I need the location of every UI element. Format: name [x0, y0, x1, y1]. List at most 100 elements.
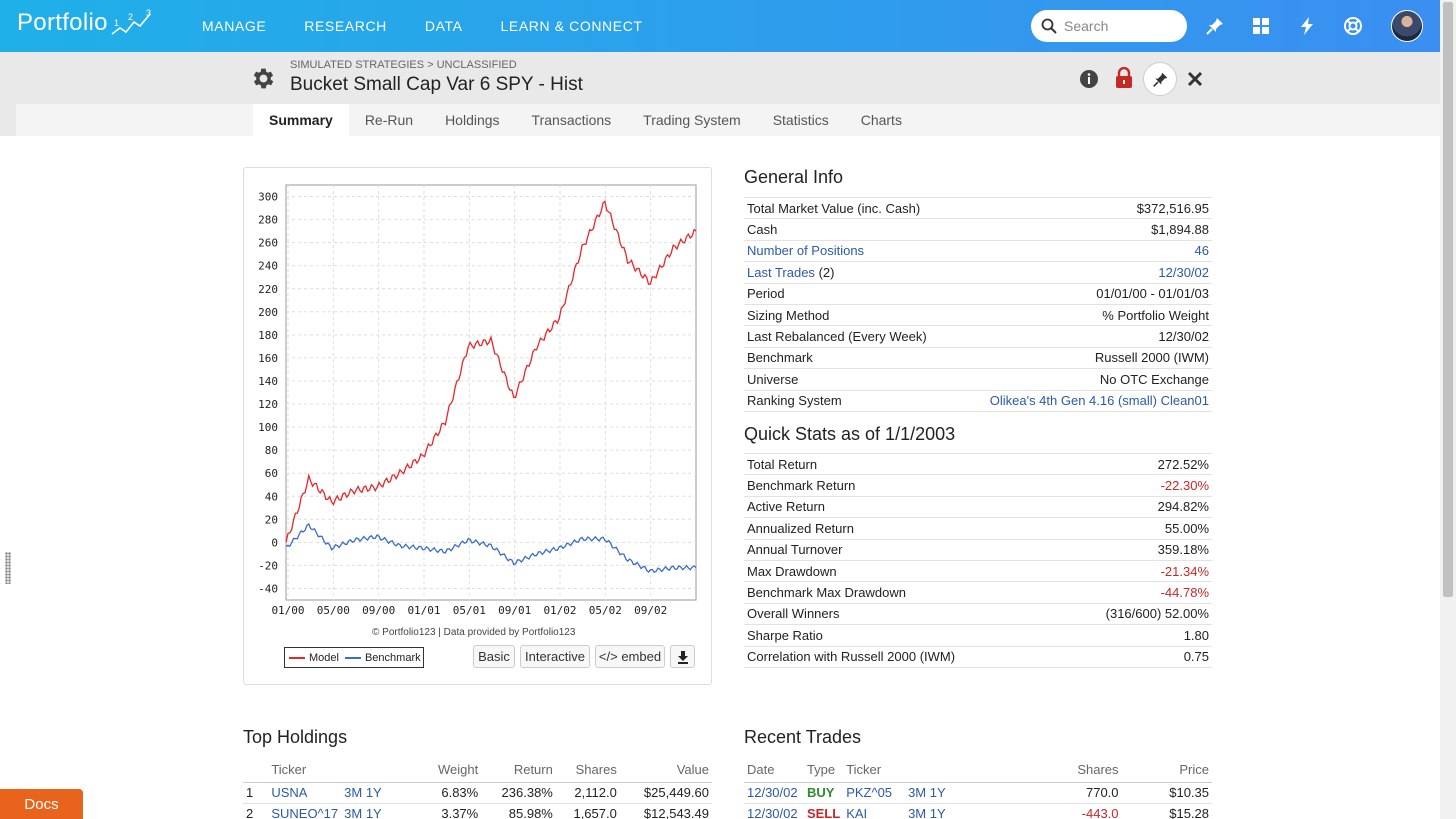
info-label: Last Rebalanced (Every Week): [744, 325, 956, 348]
y-tick-label: 280: [258, 214, 278, 227]
last-trades-link[interactable]: Last Trades: [747, 264, 815, 280]
pin-icon[interactable]: [1205, 16, 1225, 36]
tab-bar: Summary Re-Run Holdings Transactions Tra…: [253, 104, 918, 136]
info-label: Universe: [744, 368, 956, 391]
holding-ticker-link[interactable]: USNA: [268, 782, 342, 804]
tab-summary[interactable]: Summary: [253, 104, 349, 136]
trade-shares: -443.0: [984, 803, 1122, 819]
stat-value: 359.18%: [1053, 539, 1212, 561]
stat-row: Annualized Return 55.00%: [744, 517, 1212, 540]
chart-1y-link[interactable]: 1Y: [365, 785, 382, 800]
number-of-positions-link[interactable]: Number of Positions: [744, 240, 956, 263]
trade-ticker-link[interactable]: KAI: [843, 803, 906, 819]
col-value[interactable]: Value: [619, 758, 712, 783]
legend-benchmark-label[interactable]: Benchmark: [364, 651, 421, 664]
holding-value: $12,543.49: [619, 803, 712, 819]
tab-trading-system[interactable]: Trading System: [643, 112, 741, 128]
x-tick-label: 05/02: [589, 604, 622, 617]
tab-statistics[interactable]: Statistics: [772, 112, 829, 128]
legend-model-label[interactable]: Model: [309, 651, 339, 664]
info-value: $1,894.88: [955, 218, 1212, 241]
y-tick-label: 80: [265, 444, 278, 457]
col-type[interactable]: Type: [803, 758, 844, 783]
lightning-icon[interactable]: [1297, 16, 1317, 36]
scrollbar-thumb[interactable]: [1443, 2, 1453, 597]
nav-research[interactable]: RESEARCH: [304, 18, 387, 34]
trade-ticker-link[interactable]: PKZ^05: [843, 782, 906, 804]
col-price[interactable]: Price: [1121, 758, 1212, 783]
user-avatar[interactable]: [1391, 10, 1423, 42]
x-tick-label: 05/01: [453, 604, 486, 617]
ranking-system-link[interactable]: Olikea's 4th Gen 4.16 (small) Clean01: [955, 390, 1212, 412]
col-ticker[interactable]: Ticker: [268, 758, 342, 783]
resize-handle[interactable]: [5, 552, 11, 584]
chart-3m-link[interactable]: 3M: [908, 785, 927, 800]
chart-interactive-button[interactable]: Interactive: [520, 645, 590, 668]
nav-data[interactable]: DATA: [424, 18, 463, 34]
trade-type-badge: BUY: [803, 782, 844, 804]
holding-ticker-link[interactable]: SUNEO^17: [268, 803, 342, 819]
col-ticker[interactable]: Ticker: [843, 758, 906, 783]
info-icon[interactable]: [1079, 69, 1099, 89]
x-tick-label: 09/02: [634, 604, 667, 617]
col-date[interactable]: Date: [744, 758, 804, 783]
positions-count-link[interactable]: 46: [955, 240, 1212, 263]
portfolio123-logo[interactable]: Portfolio 1 2 3: [17, 8, 156, 38]
col-shares[interactable]: Shares: [555, 758, 620, 783]
stat-value: (316/600) 52.00%: [1053, 603, 1212, 626]
chart-download-button[interactable]: [670, 645, 695, 668]
tab-re-run[interactable]: Re-Run: [364, 112, 414, 128]
close-icon[interactable]: [1187, 71, 1203, 87]
trade-date-link[interactable]: 12/30/02: [744, 782, 804, 804]
y-tick-label: 260: [258, 237, 278, 250]
chart-basic-button[interactable]: Basic: [473, 645, 515, 668]
performance-chart[interactable]: 3002802602402202001801601401201008060402…: [244, 168, 713, 628]
info-row-total-market-value: Total Market Value (inc. Cash) $372,516.9…: [744, 196, 1212, 220]
svg-text:2: 2: [128, 12, 133, 22]
general-info-table: Total Market Value (inc. Cash) $372,516.9…: [744, 196, 1212, 412]
docs-button[interactable]: Docs: [0, 789, 83, 819]
page-scrollbar[interactable]: [1440, 0, 1456, 819]
chart-1y-link[interactable]: 1Y: [365, 806, 382, 819]
stat-value: 55.00%: [1053, 517, 1212, 540]
tab-charts[interactable]: Charts: [860, 112, 902, 128]
page-title: Bucket Small Cap Var 6 SPY - Hist: [290, 74, 583, 95]
holding-rank: 2: [243, 803, 269, 819]
trade-date-link[interactable]: 12/30/02: [744, 803, 804, 819]
nav-learn-connect[interactable]: LEARN & CONNECT: [500, 18, 643, 34]
breadcrumb[interactable]: SIMULATED STRATEGIES > UNCLASSIFIED: [290, 59, 517, 71]
stat-value: 272.52%: [1053, 452, 1212, 476]
col-weight[interactable]: Weight: [392, 758, 482, 783]
top-holdings-table: Ticker Weight Return Shares Value 1 USNA…: [243, 758, 712, 819]
holding-weight: 6.83%: [392, 782, 482, 804]
search-input[interactable]: Search: [1031, 10, 1187, 42]
last-trades-date-link[interactable]: 12/30/02: [955, 261, 1212, 284]
pin-button[interactable]: [1143, 62, 1177, 96]
chart-1y-link[interactable]: 1Y: [929, 806, 946, 819]
chart-1y-link[interactable]: 1Y: [929, 785, 946, 800]
stat-label: Total Return: [744, 452, 1054, 476]
nav-manage[interactable]: MANAGE: [202, 18, 267, 34]
col-shares[interactable]: Shares: [984, 758, 1122, 783]
chart-3m-link[interactable]: 3M: [908, 806, 927, 819]
general-info-title: General Info: [744, 167, 844, 187]
holding-shares: 1,657.0: [555, 803, 620, 819]
gear-icon[interactable]: [250, 65, 277, 92]
dashboard-grid-icon[interactable]: [1251, 16, 1271, 36]
col-return[interactable]: Return: [481, 758, 556, 783]
x-tick-label: 09/00: [362, 604, 395, 617]
svg-text:1: 1: [114, 18, 119, 28]
lock-icon[interactable]: [1114, 67, 1134, 89]
tab-transactions[interactable]: Transactions: [531, 112, 612, 128]
stat-value: -44.78%: [1053, 581, 1212, 604]
chart-3m-link[interactable]: 3M: [344, 785, 363, 800]
table-row: 12/30/02 BUY PKZ^05 3M 1Y 770.0 $10.35: [744, 782, 1212, 804]
chart-embed-button[interactable]: </> embed: [595, 645, 665, 668]
y-tick-label: 60: [265, 467, 278, 480]
stat-row: Total Return 272.52%: [744, 452, 1212, 476]
chart-3m-link[interactable]: 3M: [344, 806, 363, 819]
stat-row: Benchmark Return -22.30%: [744, 474, 1212, 497]
col-links: [341, 758, 393, 783]
tab-holdings[interactable]: Holdings: [445, 112, 500, 128]
help-lifebuoy-icon[interactable]: [1343, 16, 1363, 36]
